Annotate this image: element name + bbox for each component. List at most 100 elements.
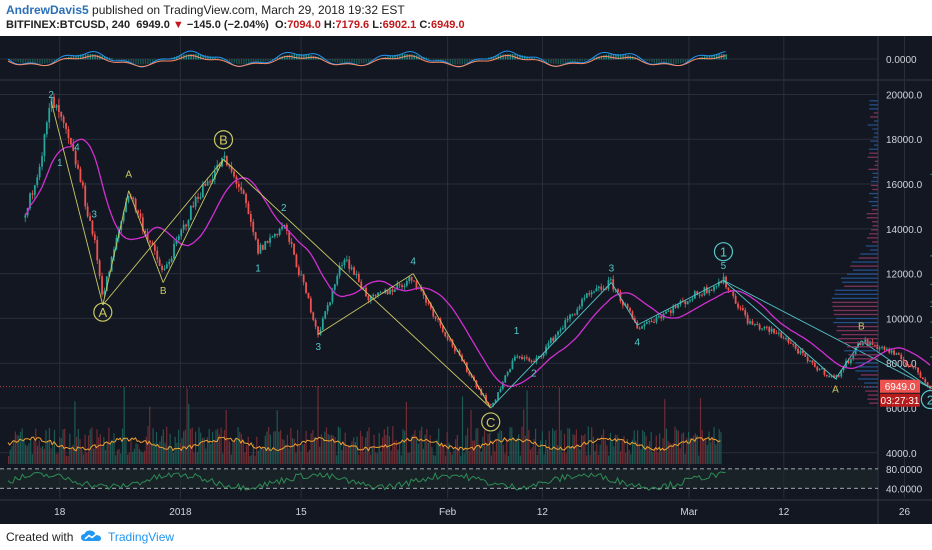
candle-body (283, 224, 286, 227)
oscillator-histogram-bar (231, 59, 233, 63)
oscillator-histogram-bar (452, 59, 454, 65)
wave-label-circle (93, 302, 113, 322)
volume-bar (19, 431, 22, 464)
oscillator-histogram-bar (332, 59, 334, 62)
oscillator-histogram-bar (89, 54, 91, 60)
volume-bar (506, 438, 508, 464)
volume-bar (616, 434, 618, 464)
candle-body (175, 240, 178, 244)
volume-bar (638, 443, 640, 464)
volume-bar (167, 445, 169, 464)
tradingview-brand[interactable]: TradingView (108, 530, 175, 544)
volume-bar (640, 449, 642, 464)
oscillator-histogram-bar (521, 55, 523, 60)
volume-bar (711, 436, 713, 464)
oscillator-histogram-bar (70, 56, 72, 60)
volume-bar (317, 386, 319, 464)
candle-body (677, 304, 679, 308)
volume-bar (580, 434, 583, 464)
volume-bar (689, 438, 691, 464)
candle-body (499, 388, 502, 393)
volume-bar (125, 437, 127, 464)
candle-body (185, 224, 187, 227)
volume-bar (18, 435, 20, 464)
volume-bar (630, 454, 632, 464)
volume-profile-bar (866, 217, 878, 219)
candle-body (593, 291, 595, 293)
oscillator-histogram-bar (620, 54, 622, 60)
volume-bar (101, 446, 103, 464)
candle-body (285, 224, 288, 231)
candle-body (101, 276, 103, 295)
open-label: O: (274, 19, 288, 31)
volume-bar (660, 451, 662, 464)
volume-bar (375, 452, 377, 464)
close-value: 6949.0 (430, 19, 465, 31)
candle-body (228, 165, 231, 167)
volume-profile-bar (871, 229, 878, 231)
volume-bar (655, 435, 657, 464)
candle-body (65, 122, 67, 130)
price-chart[interactable]: 18201815Feb12Mar1226Apr1620000.018000.01… (0, 36, 932, 524)
candle-body (60, 111, 63, 117)
candle-body (374, 294, 377, 296)
candle-body (914, 366, 917, 368)
candle-body (163, 268, 166, 270)
y-tick-label: 8000.0 (886, 359, 917, 370)
oscillator-histogram-bar (161, 59, 163, 61)
candle-body (607, 280, 610, 289)
candle-body (501, 382, 504, 389)
candle-body (120, 221, 123, 231)
last-price: 6949.0 (136, 19, 170, 31)
y-tick-label: 14000.0 (886, 225, 923, 236)
volume-bar (407, 453, 409, 464)
volume-bar (489, 432, 491, 464)
volume-bar (657, 452, 659, 464)
oscillator-histogram-bar (327, 59, 329, 61)
oscillator-histogram-bar (356, 59, 358, 65)
volume-profile-bar (844, 350, 878, 352)
volume-bar (123, 387, 125, 464)
candle-body (840, 370, 843, 377)
candle-body (458, 350, 461, 356)
high-label: H: (323, 19, 336, 31)
volume-bar (533, 439, 535, 464)
volume-bar (621, 440, 623, 464)
oscillator-histogram-bar (300, 54, 303, 60)
oscillator-histogram-bar (394, 54, 396, 60)
author-link[interactable]: AndrewDavis5 (6, 3, 89, 17)
volume-bar (378, 432, 380, 464)
candle-body (122, 212, 125, 222)
volume-profile-bar (833, 309, 878, 312)
candle-body (125, 201, 127, 213)
oscillator-histogram-bar (29, 59, 31, 65)
candle-body (151, 242, 154, 245)
volume-bar (397, 449, 399, 464)
candle-body (835, 375, 838, 378)
candle-body (326, 305, 329, 312)
volume-bar (315, 438, 317, 464)
oscillator-histogram-bar (524, 55, 526, 60)
chart-canvas[interactable]: 18201815Feb12Mar1226Apr1620000.018000.01… (0, 36, 932, 524)
candle-body (821, 368, 823, 370)
volume-profile-bar (874, 160, 878, 162)
low-value: 6902.1 (382, 19, 417, 31)
oscillator-histogram-bar (574, 59, 576, 64)
candle-body (180, 229, 183, 237)
volume-bar (31, 454, 33, 464)
volume-bar (137, 444, 139, 464)
oscillator-histogram-bar (507, 54, 509, 60)
candle-body (240, 186, 243, 191)
volume-bar (303, 443, 305, 464)
volume-bar (662, 438, 664, 464)
volume-bar (157, 445, 159, 464)
volume-bar (324, 431, 326, 464)
volume-bar (672, 442, 674, 464)
volume-bar (543, 454, 545, 464)
abc-wave-line (223, 159, 492, 409)
volume-bar (478, 444, 481, 464)
candle-body (883, 346, 886, 350)
wave-label: 2 (48, 90, 54, 101)
wave-label: A (125, 169, 132, 180)
volume-bar (473, 440, 475, 464)
